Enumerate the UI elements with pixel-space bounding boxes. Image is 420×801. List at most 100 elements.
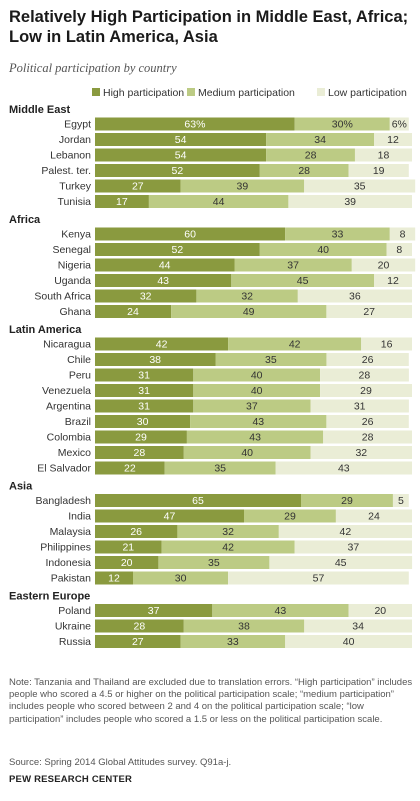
data-label-high: 27	[132, 636, 144, 648]
footer-brand: PEW RESEARCH CENTER	[9, 774, 133, 785]
data-label-medium: 35	[214, 463, 226, 475]
bar-segment-medium	[234, 258, 352, 272]
bar-segment-high	[95, 337, 229, 351]
bar-segment-medium	[259, 164, 349, 177]
bar-segment-high	[95, 556, 159, 569]
bar-segment-high	[95, 117, 295, 131]
bar-segment-low	[374, 274, 412, 287]
country-label: Indonesia	[45, 557, 91, 569]
data-label-high: 22	[124, 463, 136, 475]
bar-segment-medium	[177, 525, 279, 538]
data-label-medium: 38	[238, 621, 250, 633]
data-label-high: 44	[159, 260, 171, 272]
country-label: Philippines	[40, 542, 91, 554]
bar-segment-high	[95, 635, 181, 648]
bar-segment-low	[288, 195, 412, 208]
bar-segment-high	[95, 289, 197, 303]
data-label-low: 42	[340, 526, 352, 538]
data-label-high: 27	[132, 181, 144, 193]
data-label-high: 26	[130, 526, 142, 538]
bar-segment-medium	[193, 384, 321, 397]
bar-segment-high	[95, 368, 194, 382]
chart-note: Note: Tanzania and Thailand are excluded…	[9, 677, 413, 725]
data-label-medium: 32	[241, 291, 253, 303]
bar-segment-low	[304, 179, 416, 193]
data-label-low: 18	[378, 150, 390, 162]
data-label-high: 12	[108, 573, 120, 585]
data-label-low: 20	[378, 260, 390, 272]
country-label: Nigeria	[58, 260, 91, 272]
group-label: Middle East	[9, 104, 70, 116]
data-label-medium: 42	[289, 339, 301, 351]
bar-segment-medium	[231, 274, 374, 287]
data-label-medium: 40	[251, 370, 263, 382]
country-label: Bangladesh	[36, 495, 92, 507]
data-label-high: 60	[184, 229, 196, 241]
bar-segment-medium	[196, 289, 298, 303]
data-label-high: 52	[172, 165, 184, 177]
bar-segment-low	[285, 635, 412, 648]
bar-segment-medium	[180, 179, 305, 193]
data-label-medium: 37	[287, 260, 299, 272]
country-label: Tunisia	[58, 196, 92, 208]
data-label-high: 54	[175, 150, 187, 162]
data-label-high: 65	[192, 495, 204, 507]
country-label: India	[68, 511, 91, 523]
bar-segment-high	[95, 258, 235, 272]
bar-segment-low	[297, 289, 412, 303]
data-label-high: 52	[172, 244, 184, 256]
bar-segment-low	[310, 399, 409, 413]
data-label-high: 17	[116, 196, 128, 208]
data-label-low: 39	[344, 196, 356, 208]
data-label-low: 31	[354, 401, 366, 413]
bar-segment-medium	[183, 446, 311, 459]
chart-source: Source: Spring 2014 Global Attitudes sur…	[9, 757, 232, 768]
data-label-low: 57	[313, 573, 325, 585]
data-label-medium: 29	[284, 511, 296, 523]
data-label-high: 42	[156, 339, 168, 351]
bar-segment-high	[95, 415, 191, 428]
country-label: Senegal	[52, 244, 91, 256]
country-label: Poland	[58, 605, 91, 617]
data-label-low: 28	[359, 370, 371, 382]
data-label-high: 47	[164, 511, 176, 523]
data-label-low: 28	[362, 432, 374, 444]
bar-segment-high	[95, 227, 286, 241]
bar-segment-high	[95, 604, 213, 617]
country-label: Kenya	[61, 229, 91, 241]
data-label-medium: 49	[243, 306, 255, 318]
bar-segment-high	[95, 243, 260, 256]
data-label-high: 20	[121, 557, 133, 569]
legend-label-low: Low participation	[328, 87, 407, 99]
bar-segment-high	[95, 353, 216, 366]
legend-swatch-medium	[187, 88, 195, 96]
bar-segment-high	[95, 430, 187, 444]
country-label: Egypt	[64, 119, 91, 131]
bar-segment-medium	[301, 494, 393, 507]
group-label: Latin America	[9, 324, 82, 336]
data-label-low: 5	[398, 495, 404, 507]
bar-segment-medium	[193, 399, 311, 413]
data-label-high: 31	[138, 401, 150, 413]
bar-segment-medium	[180, 635, 286, 648]
country-label: Chile	[67, 354, 91, 366]
bar-segment-medium	[161, 540, 295, 554]
data-label-low: 34	[352, 621, 364, 633]
data-label-medium: 45	[297, 275, 309, 287]
bar-segment-low	[389, 117, 409, 131]
bar-segment-high	[95, 164, 260, 177]
country-label: Ghana	[59, 306, 91, 318]
data-label-high: 31	[138, 370, 150, 382]
bar-segment-low	[335, 509, 412, 523]
data-label-low: 43	[338, 463, 350, 475]
data-label-low: 12	[387, 275, 399, 287]
data-label-low: 26	[362, 354, 374, 366]
data-label-high: 54	[175, 134, 187, 146]
data-label-medium: 34	[314, 134, 326, 146]
bar-segment-low	[374, 133, 412, 146]
bar-segment-high	[95, 461, 165, 475]
bar-segment-high	[95, 195, 149, 208]
data-label-low: 26	[362, 416, 374, 428]
country-label: Jordan	[59, 134, 91, 146]
data-label-low: 35	[354, 181, 366, 193]
